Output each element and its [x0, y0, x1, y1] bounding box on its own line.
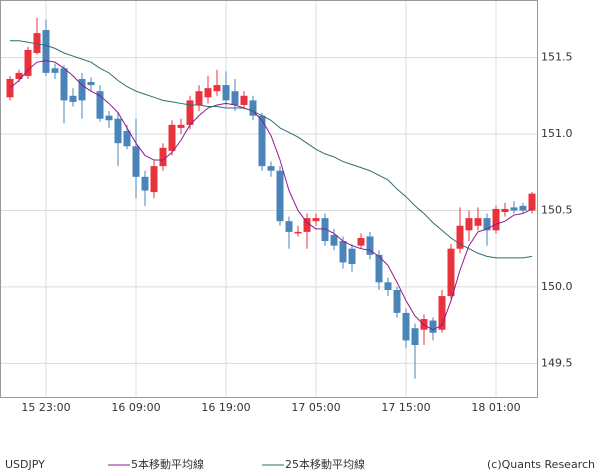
- candle-body: [42, 30, 50, 73]
- candle-body: [15, 72, 23, 79]
- candle-body: [123, 130, 131, 147]
- candle-body: [33, 33, 41, 53]
- candle-body: [78, 78, 86, 101]
- candle-body: [276, 170, 284, 222]
- candle-body: [303, 218, 311, 232]
- candle-body: [195, 91, 203, 105]
- moving-average-line: [9, 60, 533, 331]
- candle-body: [501, 208, 509, 212]
- y-tick-label: 151.0: [541, 127, 573, 140]
- candle-body: [321, 218, 329, 242]
- candle-body: [312, 218, 320, 222]
- candle-body: [267, 166, 275, 171]
- y-tick-label: 150.0: [541, 280, 573, 293]
- legend-label: 5本移動平均線: [131, 457, 204, 471]
- candle-body: [330, 234, 338, 246]
- candle-body: [366, 236, 374, 255]
- candle-body: [483, 218, 491, 231]
- x-tick-label: 18 01:00: [471, 401, 520, 414]
- candle-body: [150, 166, 158, 193]
- plot-area: [0, 0, 538, 398]
- candle-body: [420, 319, 428, 330]
- candle-body: [51, 68, 59, 73]
- x-tick-label: 17 15:00: [381, 401, 430, 414]
- candle-body: [231, 91, 239, 105]
- candle-body: [105, 115, 113, 121]
- candle-body: [294, 231, 302, 234]
- x-tick-label: 16 19:00: [201, 401, 250, 414]
- x-tick-label: 17 05:00: [291, 401, 340, 414]
- candle-body: [357, 237, 365, 246]
- candle-body: [87, 82, 95, 86]
- candle-body: [510, 207, 518, 211]
- candle-body: [69, 95, 77, 102]
- candle-body: [114, 118, 122, 144]
- candle-body: [429, 320, 437, 333]
- candle-body: [519, 205, 527, 211]
- candle-body: [222, 85, 230, 101]
- candle-body: [186, 100, 194, 125]
- candle-body: [258, 115, 266, 167]
- candle-body: [402, 312, 410, 341]
- y-tick-label: 150.5: [541, 203, 573, 216]
- candle-body: [96, 91, 104, 119]
- candle-body: [240, 95, 248, 105]
- candle-body: [132, 146, 140, 177]
- candle-body: [339, 241, 347, 263]
- symbol: USDJPY: [5, 458, 45, 471]
- candle-body: [285, 221, 293, 232]
- candle-body: [447, 248, 455, 297]
- candle-body: [438, 296, 446, 330]
- candle-body: [24, 49, 32, 76]
- candle-body: [528, 193, 536, 211]
- candle-body: [177, 124, 185, 128]
- candle-body: [456, 225, 464, 249]
- y-tick-label: 151.5: [541, 51, 573, 64]
- candle-body: [60, 68, 68, 101]
- legend-label: 25本移動平均線: [285, 457, 365, 471]
- candle-body: [492, 208, 500, 231]
- candle-body: [411, 328, 419, 346]
- candle-body: [141, 176, 149, 191]
- candle-body: [159, 147, 167, 167]
- credit: (c)Quants Research: [487, 458, 595, 471]
- x-tick-label: 15 23:00: [21, 401, 70, 414]
- candle-body: [465, 218, 473, 231]
- candle-body: [249, 100, 257, 116]
- x-tick-label: 16 09:00: [111, 401, 160, 414]
- candle-body: [168, 124, 176, 151]
- candle-body: [213, 85, 221, 92]
- candle-body: [204, 88, 212, 98]
- moving-average-line: [10, 40, 533, 259]
- candle-body: [393, 289, 401, 313]
- candle-body: [384, 282, 392, 290]
- candle-body: [375, 254, 383, 283]
- candle-body: [474, 218, 482, 226]
- y-tick-label: 149.5: [541, 356, 573, 369]
- candle-body: [348, 248, 356, 264]
